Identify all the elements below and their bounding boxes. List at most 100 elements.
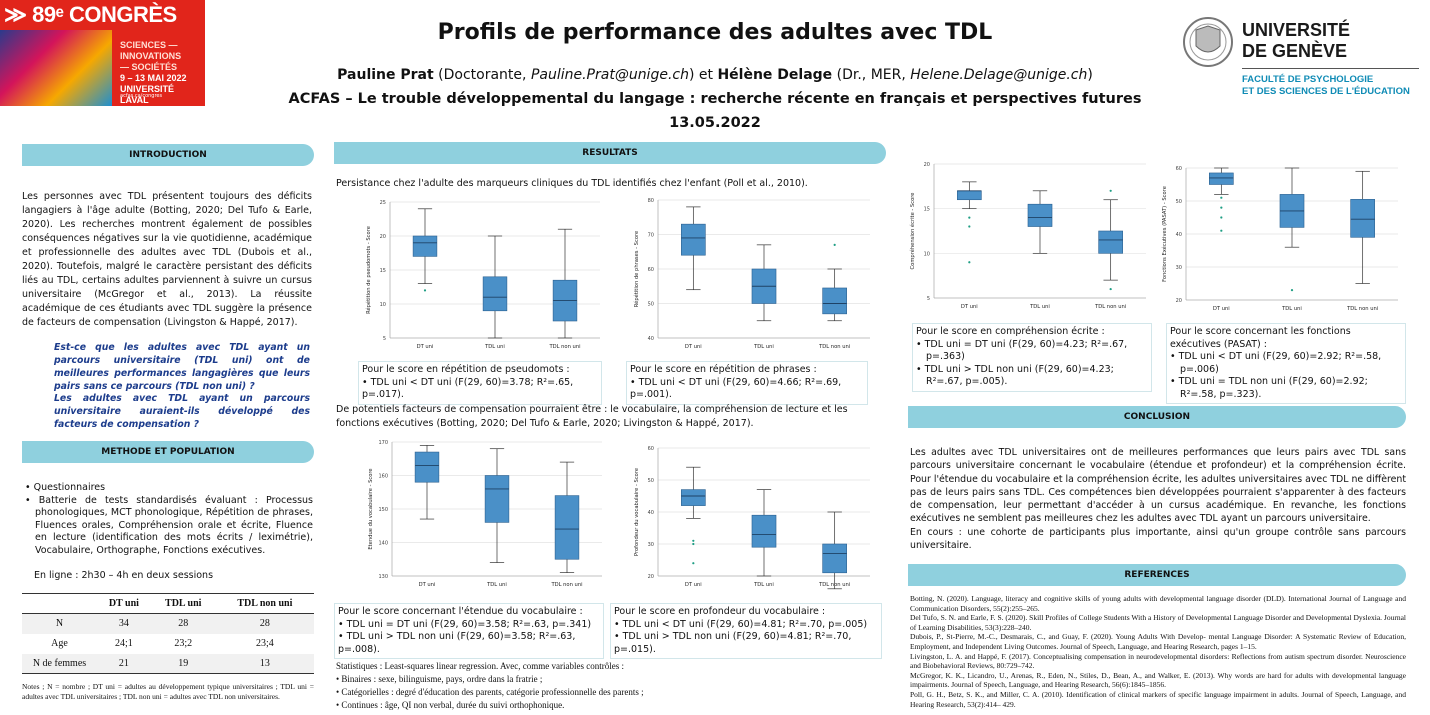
unige-seal-icon xyxy=(1183,17,1233,67)
caption-phrases: Pour le score en répétition de phrases :… xyxy=(626,361,868,405)
box xyxy=(414,451,440,483)
y-axis-label: Profondeur du vocabulaire - Score xyxy=(634,468,640,556)
divider xyxy=(1242,68,1419,69)
y-tick-label: 20 xyxy=(380,234,386,240)
y-tick-label: 10 xyxy=(380,302,386,308)
x-tick-label: DT uni xyxy=(961,304,978,310)
x-tick-label: TDL uni xyxy=(486,582,507,588)
box xyxy=(1098,230,1123,254)
outlier-point xyxy=(692,562,695,565)
outlier-point xyxy=(1109,189,1112,192)
box xyxy=(412,235,438,257)
y-tick-label: 130 xyxy=(378,574,388,580)
outlier-point xyxy=(1220,229,1223,232)
online-info: En ligne : 2h30 – 4h en deux sessions xyxy=(34,570,214,581)
y-tick-label: 15 xyxy=(380,268,386,274)
table-notes: Notes ; N = nombre ; DT uni = adultes au… xyxy=(22,682,314,701)
acfas-logo-title: ≫ 89ᵉ CONGRÈS xyxy=(4,2,177,27)
references-list: Botting, N. (2020). Language, literacy a… xyxy=(910,594,1406,709)
x-tick-label: TDL non uni xyxy=(818,582,850,588)
box xyxy=(751,514,777,548)
conclusion-text: Les adultes avec TDL universitaires ont … xyxy=(910,447,1406,552)
x-tick-label: DT uni xyxy=(1213,306,1230,312)
reference-item: McGregor, K. K., Licandro, U., Arenas, R… xyxy=(910,670,1406,690)
intro-text: Les personnes avec TDL présentent toujou… xyxy=(22,191,312,328)
conclusion-heading: CONCLUSION xyxy=(908,406,1406,428)
acfas-logo-text: SCIENCES — INNOVATIONS — SOCIÉTÉS 9 – 13… xyxy=(120,40,187,105)
y-tick-label: 60 xyxy=(648,446,654,452)
caption-pseudomots: Pour le score en répétition de pseudomot… xyxy=(358,361,602,405)
authors: Pauline Prat (Doctorante, Pauline.Prat@u… xyxy=(337,67,1093,83)
box xyxy=(681,489,706,506)
x-tick-label: DT uni xyxy=(685,582,702,588)
outlier-point xyxy=(423,289,427,292)
results-intro-1: Persistance chez l'adulte des marqueurs … xyxy=(336,178,808,189)
box xyxy=(1209,172,1234,185)
box xyxy=(822,287,847,315)
table-row: N de femmes 21 19 13 xyxy=(22,653,314,674)
y-tick-label: 30 xyxy=(648,542,654,548)
outlier-point xyxy=(1290,289,1294,292)
y-tick-label: 50 xyxy=(1176,199,1182,205)
y-tick-label: 20 xyxy=(1176,298,1182,304)
x-tick-label: DT uni xyxy=(417,344,434,350)
x-tick-label: TDL uni xyxy=(1029,304,1050,310)
reference-item: Dubois, P., St-Pierre, M.-C., Desmarais,… xyxy=(910,632,1406,651)
y-tick-label: 5 xyxy=(927,296,930,302)
x-tick-label: TDL uni xyxy=(484,344,505,350)
method-item: Questionnaires xyxy=(25,482,313,495)
outlier-point xyxy=(968,216,971,219)
y-tick-label: 40 xyxy=(1176,232,1182,238)
table-row: Age 24;1 23;2 23;4 xyxy=(51,638,274,649)
caption-etendue: Pour le score concernant l'étendue du vo… xyxy=(334,603,604,659)
boxplot-etendue: 130 140 150 160 170 Etendue du vocabulaire - … xyxy=(368,440,602,588)
y-tick-label: 40 xyxy=(648,510,654,516)
y-tick-label: 150 xyxy=(378,507,388,513)
faculty-name: FACULTÉ DE PSYCHOLOGIE ET DES SCIENCES DE… xyxy=(1242,74,1410,97)
caption-fonctions-executives: Pour le score concernant les fonctions e… xyxy=(1166,323,1406,404)
y-axis-label: Etendue du vocabulaire - Score xyxy=(368,468,374,549)
x-tick-label: TDL non uni xyxy=(1094,304,1126,310)
intro-heading: INTRODUCTION xyxy=(22,144,314,166)
outlier-point xyxy=(1220,216,1223,219)
demographics-table: DT uni TDL uni TDL non uni N 34 28 28 Age 24… xyxy=(22,593,314,674)
y-tick-label: 160 xyxy=(378,474,388,480)
boxplot-fonctions-executives: 20 30 40 50 60 Fonctions Exécutives (PASAT) -… xyxy=(1161,166,1398,312)
date: 13.05.2022 xyxy=(669,115,761,131)
outlier-point xyxy=(1109,287,1112,291)
method-item: Batterie de tests standardisés évaluant … xyxy=(25,495,313,558)
y-tick-label: 25 xyxy=(380,200,386,206)
y-tick-label: 5 xyxy=(383,336,386,342)
table-row: N 34 28 28 xyxy=(22,613,314,634)
outlier-point xyxy=(692,539,695,542)
y-tick-label: 30 xyxy=(1176,265,1182,271)
university-name: UNIVERSITÉ DE GENÈVE xyxy=(1242,20,1351,61)
box xyxy=(1350,199,1375,238)
poster-title: Profils de performance des adultes avec … xyxy=(437,20,993,45)
references-heading: REFERENCES xyxy=(908,564,1406,586)
x-tick-label: TDL uni xyxy=(753,582,774,588)
outlier-point xyxy=(1220,196,1223,199)
outlier-point xyxy=(968,261,971,264)
method-list: Questionnaires Batterie de tests standar… xyxy=(25,482,313,557)
y-tick-label: 50 xyxy=(648,478,654,484)
x-tick-label: TDL non uni xyxy=(550,582,582,588)
y-tick-label: 20 xyxy=(648,574,654,580)
boxplot-comprehension: 5 10 15 20 Compréhension écrite - Score DT un… xyxy=(909,162,1146,310)
reference-item: Del Tufo, S. N. and Earle, F. S. (2020).… xyxy=(910,613,1406,632)
y-tick-label: 80 xyxy=(648,198,654,204)
boxplot-phrases: 40 50 60 70 80 Répétition de phrases - Score D… xyxy=(633,198,870,350)
y-tick-label: 140 xyxy=(378,541,388,547)
y-axis-label: Fonctions Exécutives (PASAT) - Score xyxy=(1161,186,1168,282)
research-question-1: Est-ce que les adultes avec TDL ayant un… xyxy=(54,342,310,392)
research-question-2: Les adultes avec TDL ayant un parcours u… xyxy=(54,393,310,430)
y-tick-label: 15 xyxy=(924,207,930,213)
y-tick-label: 10 xyxy=(924,251,930,257)
y-tick-label: 60 xyxy=(1176,166,1182,172)
y-axis-label: Répétition de pseudomots - Score xyxy=(365,226,372,314)
y-axis-label: Répétition de phrases - Score xyxy=(633,231,640,307)
y-tick-label: 40 xyxy=(648,336,654,342)
results-heading: RESULTATS xyxy=(334,142,886,164)
statistics-info: Statistiques : Least-squares linear regr… xyxy=(336,660,886,712)
outlier-point xyxy=(1220,206,1223,209)
